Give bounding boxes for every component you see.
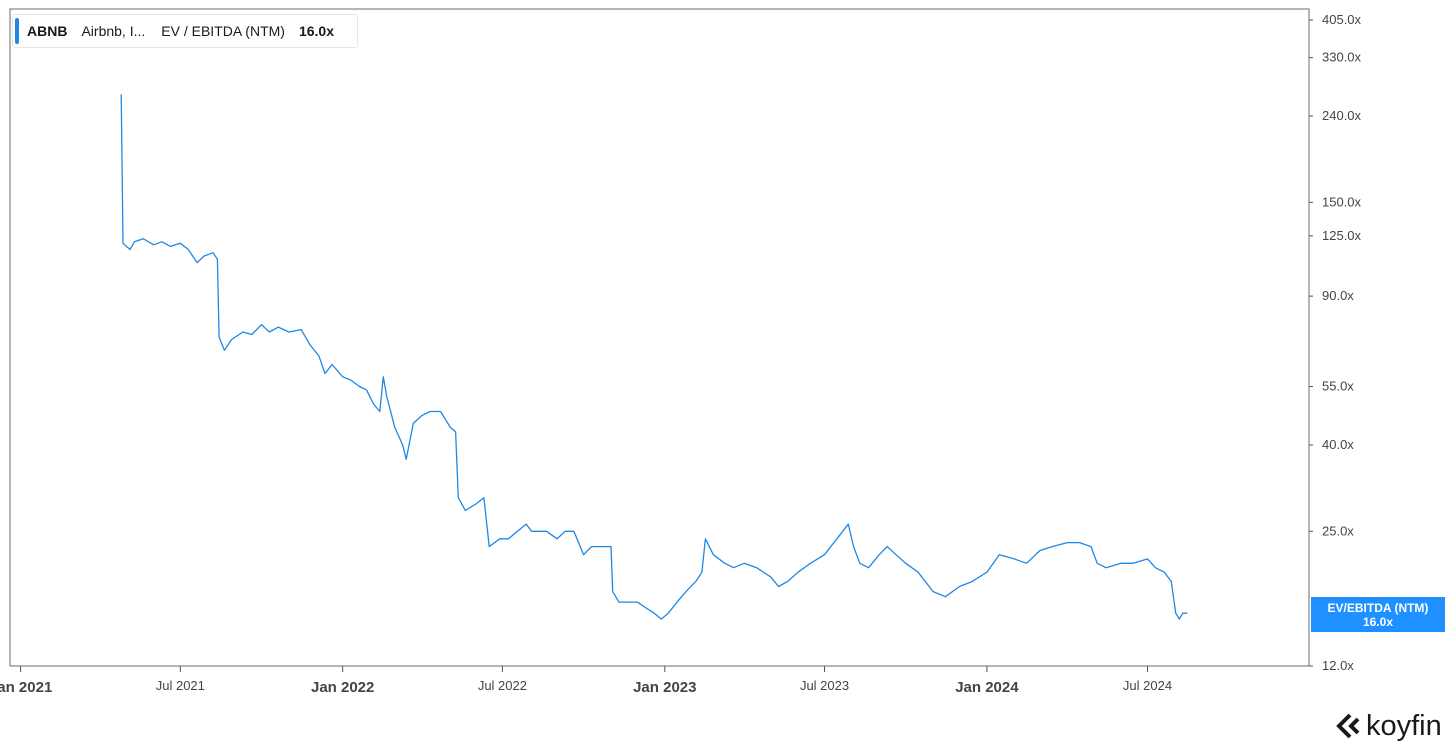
x-tick-label: Jan 2024 <box>955 679 1019 696</box>
x-tick-label: Jan 2021 <box>0 679 52 696</box>
x-tick-label: Jul 2024 <box>1123 678 1172 693</box>
x-axis: Jan 2021 Jul 2021 Jan 2022 Jul 2022 Jan 2023… <box>0 666 1172 696</box>
brand-logo: koyfin <box>1336 706 1442 746</box>
y-tick-label: 12.0x <box>1322 658 1354 673</box>
y-tick-label: 25.0x <box>1322 523 1354 538</box>
y-tick-label: 150.0x <box>1322 194 1362 209</box>
x-tick-label: Jan 2023 <box>633 679 696 696</box>
brand-name: koyfin <box>1366 709 1442 742</box>
legend-ticker: ABNB <box>27 23 68 39</box>
legend-swatch <box>15 18 19 44</box>
last-value-tag: EV/EBITDA (NTM) 16.0x <box>1311 597 1445 632</box>
plot-area <box>9 8 1310 667</box>
y-tick-label: 40.0x <box>1322 437 1354 452</box>
x-tick-label: Jul 2021 <box>156 678 205 693</box>
y-tick-label: 330.0x <box>1322 50 1362 65</box>
y-tick-label: 55.0x <box>1322 379 1354 394</box>
value-tag-label: EV/EBITDA (NTM) <box>1327 600 1429 615</box>
value-tag-value: 16.0x <box>1362 614 1394 629</box>
y-axis: 405.0x 330.0x 240.0x 150.0x 125.0x 90.0x 55.0x… <box>1309 12 1362 673</box>
x-tick-label: Jul 2023 <box>800 678 849 693</box>
y-tick-label: 125.0x <box>1322 228 1362 243</box>
series-line-ev-ebitda <box>120 94 1188 620</box>
legend[interactable]: ABNB Airbnb, I... EV / EBITDA (NTM) 16.0… <box>12 14 358 48</box>
legend-metric: EV / EBITDA (NTM) <box>161 23 285 39</box>
x-tick-label: Jul 2022 <box>478 678 527 693</box>
y-tick-label: 90.0x <box>1322 288 1354 303</box>
y-tick-label: 240.0x <box>1322 108 1362 123</box>
x-tick-label: Jan 2022 <box>311 679 374 696</box>
y-tick-label: 405.0x <box>1322 12 1362 27</box>
koyfin-logo-icon <box>1336 713 1360 739</box>
legend-company: Airbnb, I... <box>81 23 146 39</box>
legend-value: 16.0x <box>298 23 334 39</box>
